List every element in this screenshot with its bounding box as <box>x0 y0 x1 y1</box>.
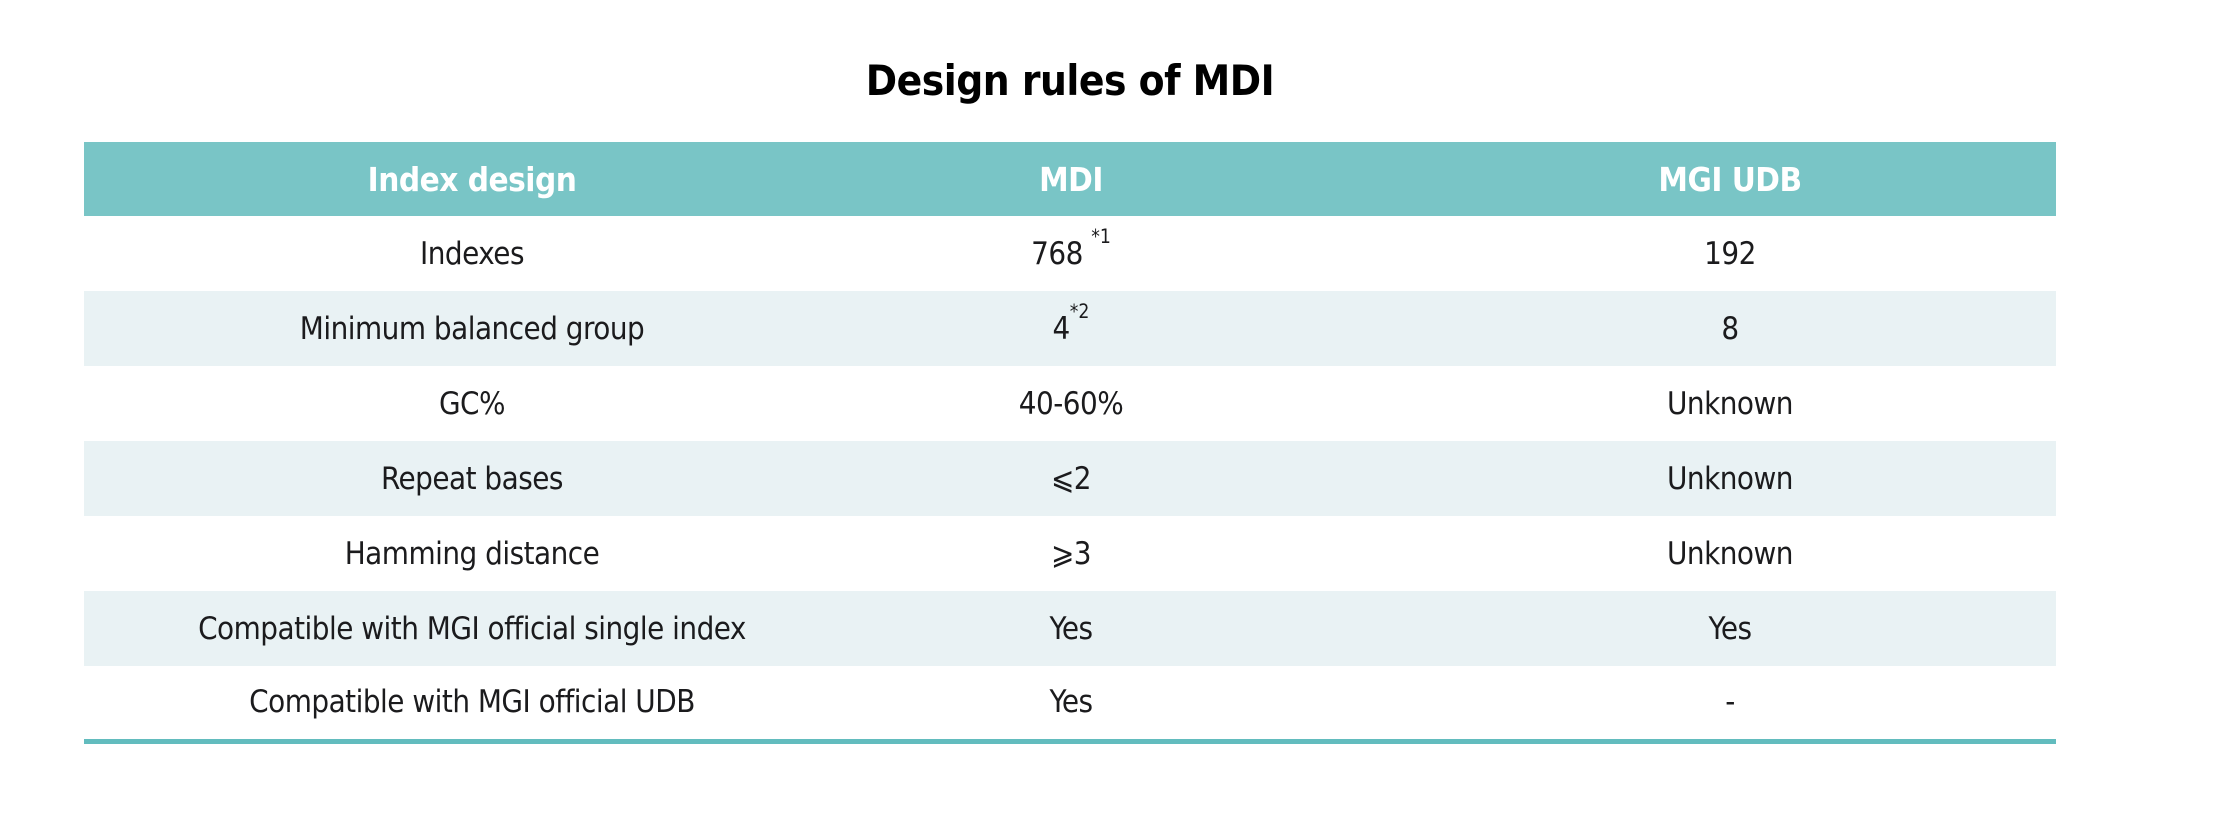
row-label: Indexes <box>420 235 524 272</box>
mgi-udb-value: 8 <box>1721 310 1739 347</box>
page-title: Design rules of MDI <box>865 56 1275 105</box>
mdi-value: 768 *1 <box>860 216 1282 291</box>
mdi-value: ⩽2 <box>860 441 1282 516</box>
table-row-gc-percent: GC% 40-60% Unknown <box>84 366 2056 441</box>
mdi-value-text: Yes <box>1049 684 1093 721</box>
table-row-compatible-udb: Compatible with MGI official UDB Yes - <box>84 666 2056 741</box>
mdi-value: ⩾3 <box>860 516 1282 591</box>
column-header-mgi-udb: MGI UDB <box>1282 142 2056 216</box>
footnote-marker: *2 <box>1069 299 1090 323</box>
table-row-minimum-balanced-group: Minimum balanced group 4*2 8 <box>84 291 2056 366</box>
table-header-row: Index design MDI MGI UDB <box>84 142 2056 216</box>
footnote-marker: *1 <box>1091 224 1111 248</box>
column-header-mdi: MDI <box>860 142 1282 216</box>
table-row-repeat-bases: Repeat bases ⩽2 Unknown <box>84 441 2056 516</box>
mdi-value: Yes <box>860 666 1282 741</box>
mgi-udb-value: 192 <box>1704 235 1756 272</box>
row-label: Compatible with MGI official single inde… <box>198 610 746 647</box>
row-label: Compatible with MGI official UDB <box>249 684 695 721</box>
row-label: Hamming distance <box>344 535 600 572</box>
mgi-udb-value: Unknown <box>1667 535 1793 572</box>
mgi-udb-value: Yes <box>1708 610 1752 647</box>
mdi-value-text: 40-60% <box>1018 385 1124 422</box>
mdi-value: 4*2 <box>860 291 1282 366</box>
mgi-udb-value: Unknown <box>1667 460 1793 497</box>
mdi-value: Yes <box>860 591 1282 666</box>
row-label: Repeat bases <box>381 460 563 497</box>
table-row-indexes: Indexes 768 *1 192 <box>84 216 2056 291</box>
mgi-udb-value: - <box>1725 684 1735 721</box>
column-header-index-design: Index design <box>84 142 860 216</box>
mdi-value-text: ⩾3 <box>1050 535 1092 572</box>
row-label: GC% <box>438 385 506 422</box>
mdi-value-text: 768 <box>1031 235 1092 272</box>
mdi-value-text: 4 <box>1052 310 1071 347</box>
row-label: Minimum balanced group <box>299 310 645 347</box>
table-row-hamming-distance: Hamming distance ⩾3 Unknown <box>84 516 2056 591</box>
mdi-value-text: ⩽2 <box>1050 460 1092 497</box>
design-rules-table: Index design MDI MGI UDB Indexes 768 *1 … <box>84 142 2056 744</box>
mdi-value-text: Yes <box>1049 610 1093 647</box>
mgi-udb-value: Unknown <box>1667 385 1793 422</box>
table-row-compatible-single-index: Compatible with MGI official single inde… <box>84 591 2056 666</box>
mdi-value: 40-60% <box>860 366 1282 441</box>
